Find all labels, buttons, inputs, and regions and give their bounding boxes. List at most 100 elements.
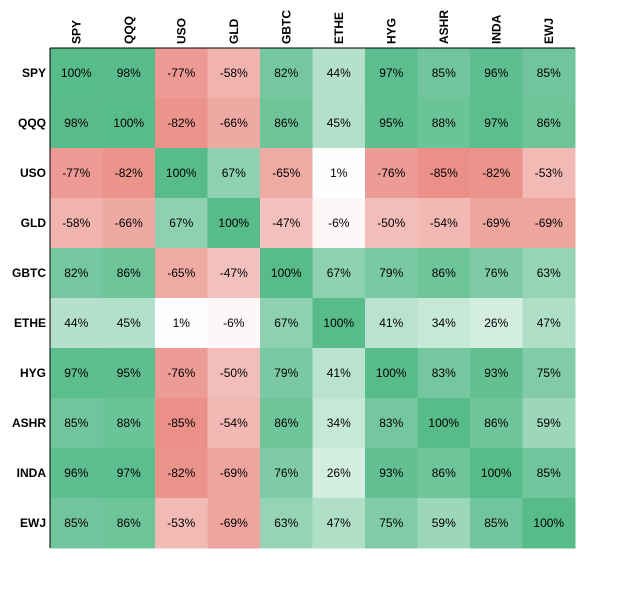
heatmap-cell-label: 83% xyxy=(379,416,403,430)
heatmap-cell xyxy=(522,148,576,199)
heatmap-cell xyxy=(365,198,418,249)
heatmap-cell-label: 34% xyxy=(327,416,351,430)
column-label-hyg: HYG xyxy=(384,18,398,44)
heatmap-cell-label: 93% xyxy=(484,366,508,380)
column-label-uso: USO xyxy=(174,18,188,44)
column-label-ashr: ASHR xyxy=(437,10,451,44)
heatmap-cell-label: 93% xyxy=(379,466,403,480)
heatmap-cell-label: 76% xyxy=(484,266,508,280)
heatmap-cell-label: -53% xyxy=(167,516,195,530)
heatmap-cell-label: 100% xyxy=(218,216,249,230)
heatmap-cell xyxy=(470,448,523,499)
row-label-hyg: HYG xyxy=(20,366,46,380)
heatmap-cell-label: 82% xyxy=(274,66,298,80)
heatmap-cell xyxy=(522,48,576,99)
heatmap-cell xyxy=(312,398,366,449)
heatmap-cell xyxy=(102,148,156,199)
heatmap-cell-label: -58% xyxy=(62,216,90,230)
heatmap-cell xyxy=(417,198,471,249)
row-labels: SPY QQQ USO GLD GBTC ETHE HYG ASHR INDA EWJ xyxy=(12,66,46,530)
heatmap-cell-label: 100% xyxy=(428,416,459,430)
heatmap-cell-label: 85% xyxy=(537,66,561,80)
heatmap-cell-label: -77% xyxy=(167,66,195,80)
heatmap-cell xyxy=(312,98,366,149)
heatmap-cell-label: -58% xyxy=(220,66,248,80)
heatmap-cell-label: -50% xyxy=(377,216,405,230)
heatmap-cell xyxy=(50,448,103,499)
heatmap-cell xyxy=(522,298,576,349)
heatmap-cell xyxy=(522,248,576,299)
heatmap-cell-label: 85% xyxy=(64,516,88,530)
heatmap-cell xyxy=(417,398,471,449)
heatmap-cell-label: 82% xyxy=(64,266,88,280)
heatmap-cell xyxy=(50,198,103,249)
heatmap-cell xyxy=(155,248,208,299)
heatmap-cell xyxy=(155,198,208,249)
heatmap-cell xyxy=(417,348,471,399)
heatmap-cell xyxy=(155,98,208,149)
row-label-gbtc: GBTC xyxy=(12,266,46,280)
heatmap-cell xyxy=(50,148,103,199)
heatmap-cell xyxy=(102,498,156,549)
heatmap-cell xyxy=(50,498,103,549)
heatmap-cell-label: 85% xyxy=(537,466,561,480)
heatmap-cell-label: -76% xyxy=(167,366,195,380)
row-label-qqq: QQQ xyxy=(18,116,46,130)
heatmap-cell xyxy=(102,448,156,499)
heatmap-cell-label: 100% xyxy=(481,466,512,480)
heatmap-cell-label: 76% xyxy=(274,466,298,480)
heatmap-cell-label: -82% xyxy=(482,166,510,180)
heatmap-cell-label: 85% xyxy=(64,416,88,430)
heatmap-cell xyxy=(155,48,208,99)
heatmap-cell-label: 98% xyxy=(64,116,88,130)
heatmap-cell xyxy=(207,348,261,399)
heatmap-cell-label: 96% xyxy=(64,466,88,480)
heatmap-cell xyxy=(155,348,208,399)
heatmap-cell xyxy=(50,398,103,449)
heatmap-cell xyxy=(207,498,261,549)
heatmap-cell-label: 44% xyxy=(327,66,351,80)
heatmap-cell xyxy=(470,198,523,249)
heatmap-cell-label: 86% xyxy=(274,416,298,430)
heatmap-cell-label: 63% xyxy=(537,266,561,280)
heatmap-cell xyxy=(312,348,366,399)
heatmap-cell xyxy=(522,348,576,399)
heatmap-cell-label: 86% xyxy=(432,466,456,480)
heatmap-cell xyxy=(155,448,208,499)
heatmap-cell-label: -76% xyxy=(377,166,405,180)
heatmap-cell-label: -85% xyxy=(430,166,458,180)
heatmap-cell-label: 26% xyxy=(327,466,351,480)
heatmap-cell-label: 86% xyxy=(537,116,561,130)
heatmap-cell-label: 45% xyxy=(327,116,351,130)
heatmap-cell-label: -47% xyxy=(272,216,300,230)
heatmap-cell-label: 100% xyxy=(533,516,564,530)
heatmap-cell xyxy=(207,98,261,149)
heatmap-cell-label: 86% xyxy=(117,516,141,530)
heatmap-cell xyxy=(365,148,418,199)
heatmap-cell xyxy=(312,298,366,349)
heatmap-cell xyxy=(260,448,313,499)
heatmap-cell xyxy=(365,398,418,449)
heatmap-cell-label: 97% xyxy=(379,66,403,80)
heatmap-cell-label: 26% xyxy=(484,316,508,330)
heatmap-cell xyxy=(522,98,576,149)
heatmap-cell-label: -66% xyxy=(220,116,248,130)
heatmap-cell-label: 67% xyxy=(327,266,351,280)
heatmap-cell-label: 75% xyxy=(537,366,561,380)
heatmap-cell-label: -69% xyxy=(482,216,510,230)
heatmap-cell xyxy=(470,298,523,349)
heatmap-cell-label: 100% xyxy=(113,116,144,130)
column-label-inda: INDA xyxy=(489,14,503,44)
heatmap-cell-label: -82% xyxy=(167,466,195,480)
heatmap-cell xyxy=(207,298,261,349)
heatmap-cell-label: 96% xyxy=(484,66,508,80)
heatmap-cell-label: 67% xyxy=(222,166,246,180)
heatmap-cell-label: -65% xyxy=(167,266,195,280)
heatmap-cell xyxy=(365,348,418,399)
heatmap-cell xyxy=(470,398,523,449)
row-label-ashr: ASHR xyxy=(12,416,46,430)
heatmap-cell xyxy=(207,248,261,299)
heatmap-cell-label: 79% xyxy=(379,266,403,280)
heatmap-cell xyxy=(102,298,156,349)
row-label-gld: GLD xyxy=(21,216,47,230)
